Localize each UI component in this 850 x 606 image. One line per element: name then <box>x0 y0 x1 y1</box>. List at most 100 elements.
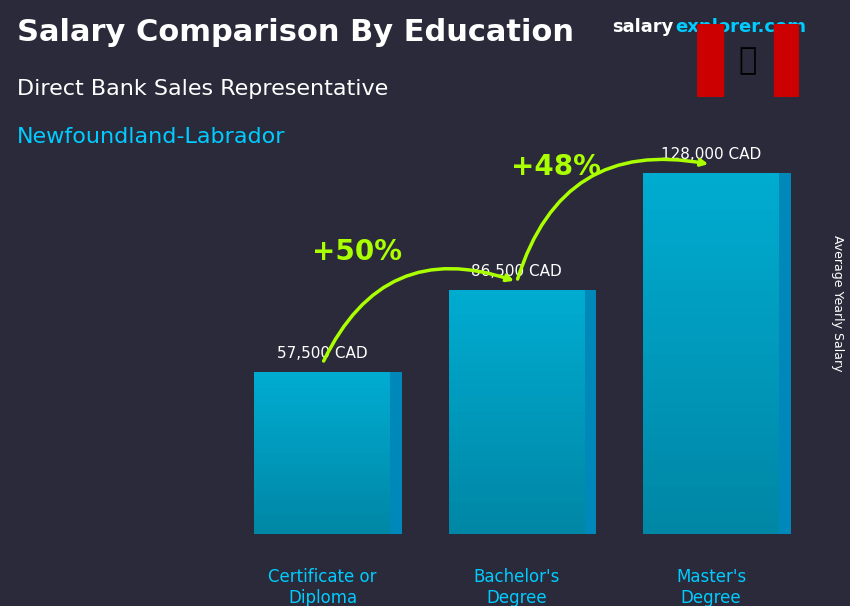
Text: Newfoundland-Labrador: Newfoundland-Labrador <box>17 127 286 147</box>
Polygon shape <box>643 522 779 534</box>
Polygon shape <box>254 372 390 378</box>
Polygon shape <box>643 390 779 402</box>
Text: Average Yearly Salary: Average Yearly Salary <box>830 235 844 371</box>
Polygon shape <box>254 372 390 534</box>
Polygon shape <box>449 380 585 388</box>
Polygon shape <box>254 399 390 404</box>
Polygon shape <box>643 245 779 258</box>
Polygon shape <box>643 450 779 462</box>
Polygon shape <box>254 496 390 502</box>
Polygon shape <box>449 331 585 339</box>
Polygon shape <box>254 453 390 459</box>
Text: 57,500 CAD: 57,500 CAD <box>277 345 368 361</box>
Polygon shape <box>254 448 390 453</box>
Polygon shape <box>449 307 585 315</box>
Polygon shape <box>449 478 585 485</box>
Polygon shape <box>643 173 779 534</box>
Polygon shape <box>449 364 585 371</box>
Polygon shape <box>254 415 390 421</box>
Polygon shape <box>643 305 779 318</box>
Polygon shape <box>254 518 390 524</box>
Polygon shape <box>449 290 585 298</box>
Polygon shape <box>449 428 585 437</box>
Polygon shape <box>449 323 585 331</box>
Polygon shape <box>254 513 390 518</box>
Polygon shape <box>449 485 585 493</box>
Polygon shape <box>449 290 585 534</box>
Polygon shape <box>643 173 779 185</box>
Polygon shape <box>254 480 390 485</box>
Polygon shape <box>643 365 779 378</box>
Polygon shape <box>254 524 390 529</box>
Bar <box>697 24 722 97</box>
Polygon shape <box>449 315 585 323</box>
Text: 128,000 CAD: 128,000 CAD <box>661 147 762 162</box>
Polygon shape <box>779 173 790 534</box>
Text: Direct Bank Sales Representative: Direct Bank Sales Representative <box>17 79 388 99</box>
Text: salary: salary <box>612 18 673 36</box>
Polygon shape <box>449 388 585 396</box>
Polygon shape <box>254 459 390 464</box>
Polygon shape <box>643 510 779 522</box>
Bar <box>774 24 799 97</box>
Polygon shape <box>449 371 585 380</box>
Polygon shape <box>449 445 585 453</box>
Polygon shape <box>254 404 390 410</box>
Polygon shape <box>643 354 779 365</box>
Polygon shape <box>254 394 390 399</box>
Polygon shape <box>254 388 390 394</box>
Polygon shape <box>643 270 779 281</box>
Polygon shape <box>449 396 585 404</box>
Polygon shape <box>449 404 585 412</box>
Text: Bachelor's
Degree: Bachelor's Degree <box>473 568 560 606</box>
Polygon shape <box>449 437 585 445</box>
Polygon shape <box>643 426 779 438</box>
Polygon shape <box>254 502 390 507</box>
Text: 🍁: 🍁 <box>739 46 757 75</box>
Text: +50%: +50% <box>313 238 402 266</box>
Polygon shape <box>449 412 585 421</box>
Polygon shape <box>254 383 390 388</box>
Text: Certificate or
Diploma: Certificate or Diploma <box>269 568 377 606</box>
Polygon shape <box>643 185 779 197</box>
Polygon shape <box>254 378 390 383</box>
Polygon shape <box>254 491 390 496</box>
Polygon shape <box>254 529 390 534</box>
Polygon shape <box>254 442 390 448</box>
Polygon shape <box>449 510 585 518</box>
Polygon shape <box>643 486 779 498</box>
Polygon shape <box>449 518 585 526</box>
Text: 86,500 CAD: 86,500 CAD <box>472 264 562 279</box>
Polygon shape <box>449 469 585 478</box>
Polygon shape <box>254 426 390 431</box>
Text: Master's
Degree: Master's Degree <box>676 568 746 606</box>
Polygon shape <box>643 438 779 450</box>
Polygon shape <box>254 431 390 437</box>
Polygon shape <box>449 493 585 502</box>
Polygon shape <box>643 209 779 221</box>
Polygon shape <box>643 330 779 342</box>
Polygon shape <box>449 355 585 364</box>
Polygon shape <box>254 464 390 470</box>
Polygon shape <box>643 462 779 474</box>
Polygon shape <box>643 258 779 270</box>
Polygon shape <box>254 485 390 491</box>
Polygon shape <box>449 526 585 534</box>
Polygon shape <box>254 437 390 442</box>
Polygon shape <box>254 421 390 426</box>
Polygon shape <box>449 347 585 355</box>
Polygon shape <box>643 414 779 426</box>
Polygon shape <box>449 461 585 469</box>
Polygon shape <box>643 318 779 330</box>
Polygon shape <box>449 298 585 307</box>
Polygon shape <box>254 470 390 474</box>
Polygon shape <box>449 502 585 510</box>
Text: +48%: +48% <box>511 153 601 181</box>
Polygon shape <box>390 372 402 534</box>
Polygon shape <box>643 221 779 233</box>
Polygon shape <box>643 498 779 510</box>
Polygon shape <box>643 293 779 305</box>
Polygon shape <box>254 410 390 415</box>
Polygon shape <box>449 339 585 347</box>
Polygon shape <box>643 197 779 209</box>
